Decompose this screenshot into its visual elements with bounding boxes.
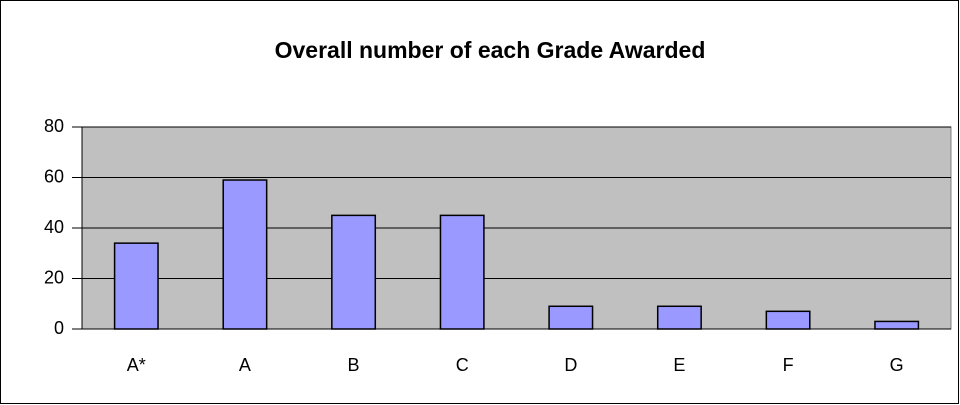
bar bbox=[765, 310, 811, 330]
x-tick-label: B bbox=[348, 355, 360, 375]
bar bbox=[331, 214, 377, 330]
bar bbox=[222, 179, 268, 330]
x-tick-label: A bbox=[239, 355, 251, 375]
x-tick-label: E bbox=[673, 355, 685, 375]
bar bbox=[113, 242, 159, 330]
bar bbox=[439, 214, 485, 330]
y-tick-label: 0 bbox=[54, 318, 64, 338]
x-tick-label: F bbox=[783, 355, 794, 375]
bar bbox=[874, 320, 920, 330]
bar bbox=[656, 305, 702, 330]
y-tick-label: 40 bbox=[44, 217, 64, 237]
y-tick-label: 80 bbox=[44, 116, 64, 136]
x-tick-label: G bbox=[890, 355, 904, 375]
x-tick-label: D bbox=[564, 355, 577, 375]
x-tick-label: C bbox=[456, 355, 469, 375]
y-tick-label: 20 bbox=[44, 267, 64, 287]
y-tick-label: 60 bbox=[44, 166, 64, 186]
bar bbox=[548, 305, 594, 330]
chart-title: Overall number of each Grade Awarded bbox=[275, 37, 706, 63]
x-tick-label: A* bbox=[127, 355, 146, 375]
